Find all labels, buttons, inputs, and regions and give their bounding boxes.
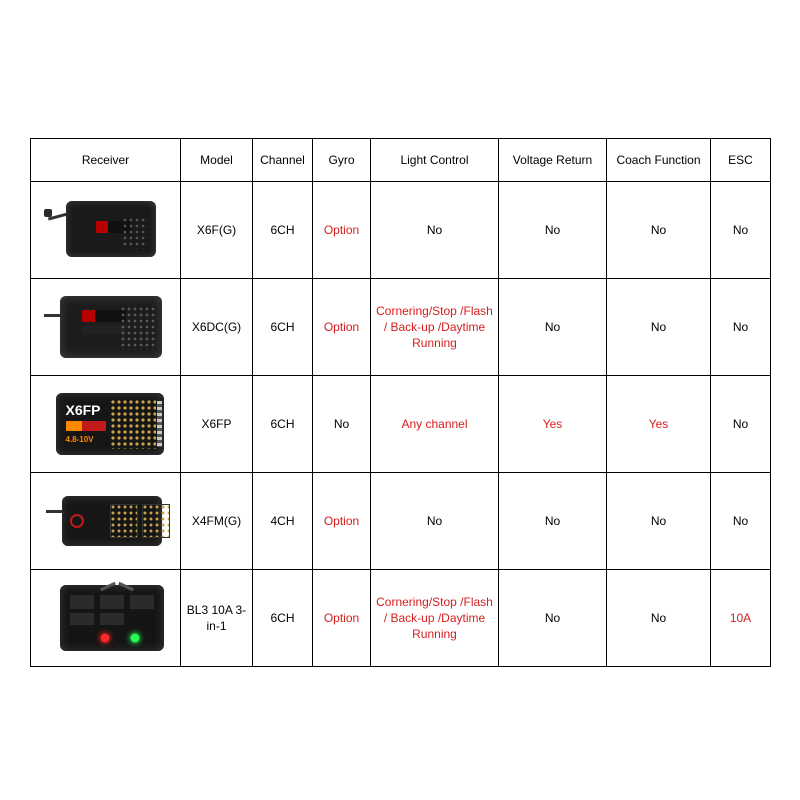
cell-model: X4FM(G) (181, 473, 253, 570)
table-row: BL3 10A 3-in-16CHOptionCornering/Stop /F… (31, 570, 771, 667)
table-body: X6F(G)6CHOptionNoNoNoNoX6DC(G)6CHOptionC… (31, 182, 771, 667)
cell-model: X6FP (181, 376, 253, 473)
col-header-coach: Coach Function (607, 139, 711, 182)
cell-esc: No (711, 279, 771, 376)
cell-esc: No (711, 473, 771, 570)
cell-channel: 4CH (253, 473, 313, 570)
receiver-image-x6f (46, 193, 166, 267)
table-row: X6F(G)6CHOptionNoNoNoNo (31, 182, 771, 279)
cell-light: Cornering/Stop /Flash / Back-up /Daytime… (371, 570, 499, 667)
cell-coach: Yes (607, 376, 711, 473)
cell-channel: 6CH (253, 376, 313, 473)
col-header-gyro: Gyro (313, 139, 371, 182)
cell-model: X6DC(G) (181, 279, 253, 376)
cell-coach: No (607, 182, 711, 279)
cell-esc: 10A (711, 570, 771, 667)
cell-gyro: No (313, 376, 371, 473)
col-header-light: Light Control (371, 139, 499, 182)
cell-receiver (31, 473, 181, 570)
cell-channel: 6CH (253, 182, 313, 279)
cell-light: Any channel (371, 376, 499, 473)
cell-model: BL3 10A 3-in-1 (181, 570, 253, 667)
table-row: X4FM(G)4CHOptionNoNoNoNo (31, 473, 771, 570)
cell-esc: No (711, 182, 771, 279)
col-header-channel: Channel (253, 139, 313, 182)
table-row: X6DC(G)6CHOptionCornering/Stop /Flash / … (31, 279, 771, 376)
cell-gyro: Option (313, 182, 371, 279)
cell-coach: No (607, 473, 711, 570)
table-header-row: Receiver Model Channel Gyro Light Contro… (31, 139, 771, 182)
cell-gyro: Option (313, 473, 371, 570)
cell-voltage: No (499, 570, 607, 667)
cell-voltage: No (499, 473, 607, 570)
receiver-image-bl3 (46, 581, 166, 655)
cell-coach: No (607, 570, 711, 667)
cell-voltage: No (499, 279, 607, 376)
col-header-receiver: Receiver (31, 139, 181, 182)
cell-coach: No (607, 279, 711, 376)
receiver-image-x6fp: X6FP4.8-10V (46, 387, 166, 461)
cell-receiver (31, 570, 181, 667)
cell-receiver (31, 279, 181, 376)
comparison-table: Receiver Model Channel Gyro Light Contro… (30, 138, 771, 667)
cell-voltage: No (499, 182, 607, 279)
cell-gyro: Option (313, 570, 371, 667)
cell-receiver: X6FP4.8-10V (31, 376, 181, 473)
receiver-image-x4fm (46, 484, 166, 558)
col-header-esc: ESC (711, 139, 771, 182)
cell-channel: 6CH (253, 279, 313, 376)
col-header-model: Model (181, 139, 253, 182)
cell-light: No (371, 182, 499, 279)
cell-light: No (371, 473, 499, 570)
cell-light: Cornering/Stop /Flash / Back-up /Daytime… (371, 279, 499, 376)
cell-esc: No (711, 376, 771, 473)
col-header-voltage: Voltage Return (499, 139, 607, 182)
cell-voltage: Yes (499, 376, 607, 473)
cell-gyro: Option (313, 279, 371, 376)
comparison-table-container: Receiver Model Channel Gyro Light Contro… (30, 138, 770, 667)
receiver-image-x6dc (46, 290, 166, 364)
cell-channel: 6CH (253, 570, 313, 667)
cell-model: X6F(G) (181, 182, 253, 279)
cell-receiver (31, 182, 181, 279)
table-row: X6FP4.8-10VX6FP6CHNoAny channelYesYesNo (31, 376, 771, 473)
